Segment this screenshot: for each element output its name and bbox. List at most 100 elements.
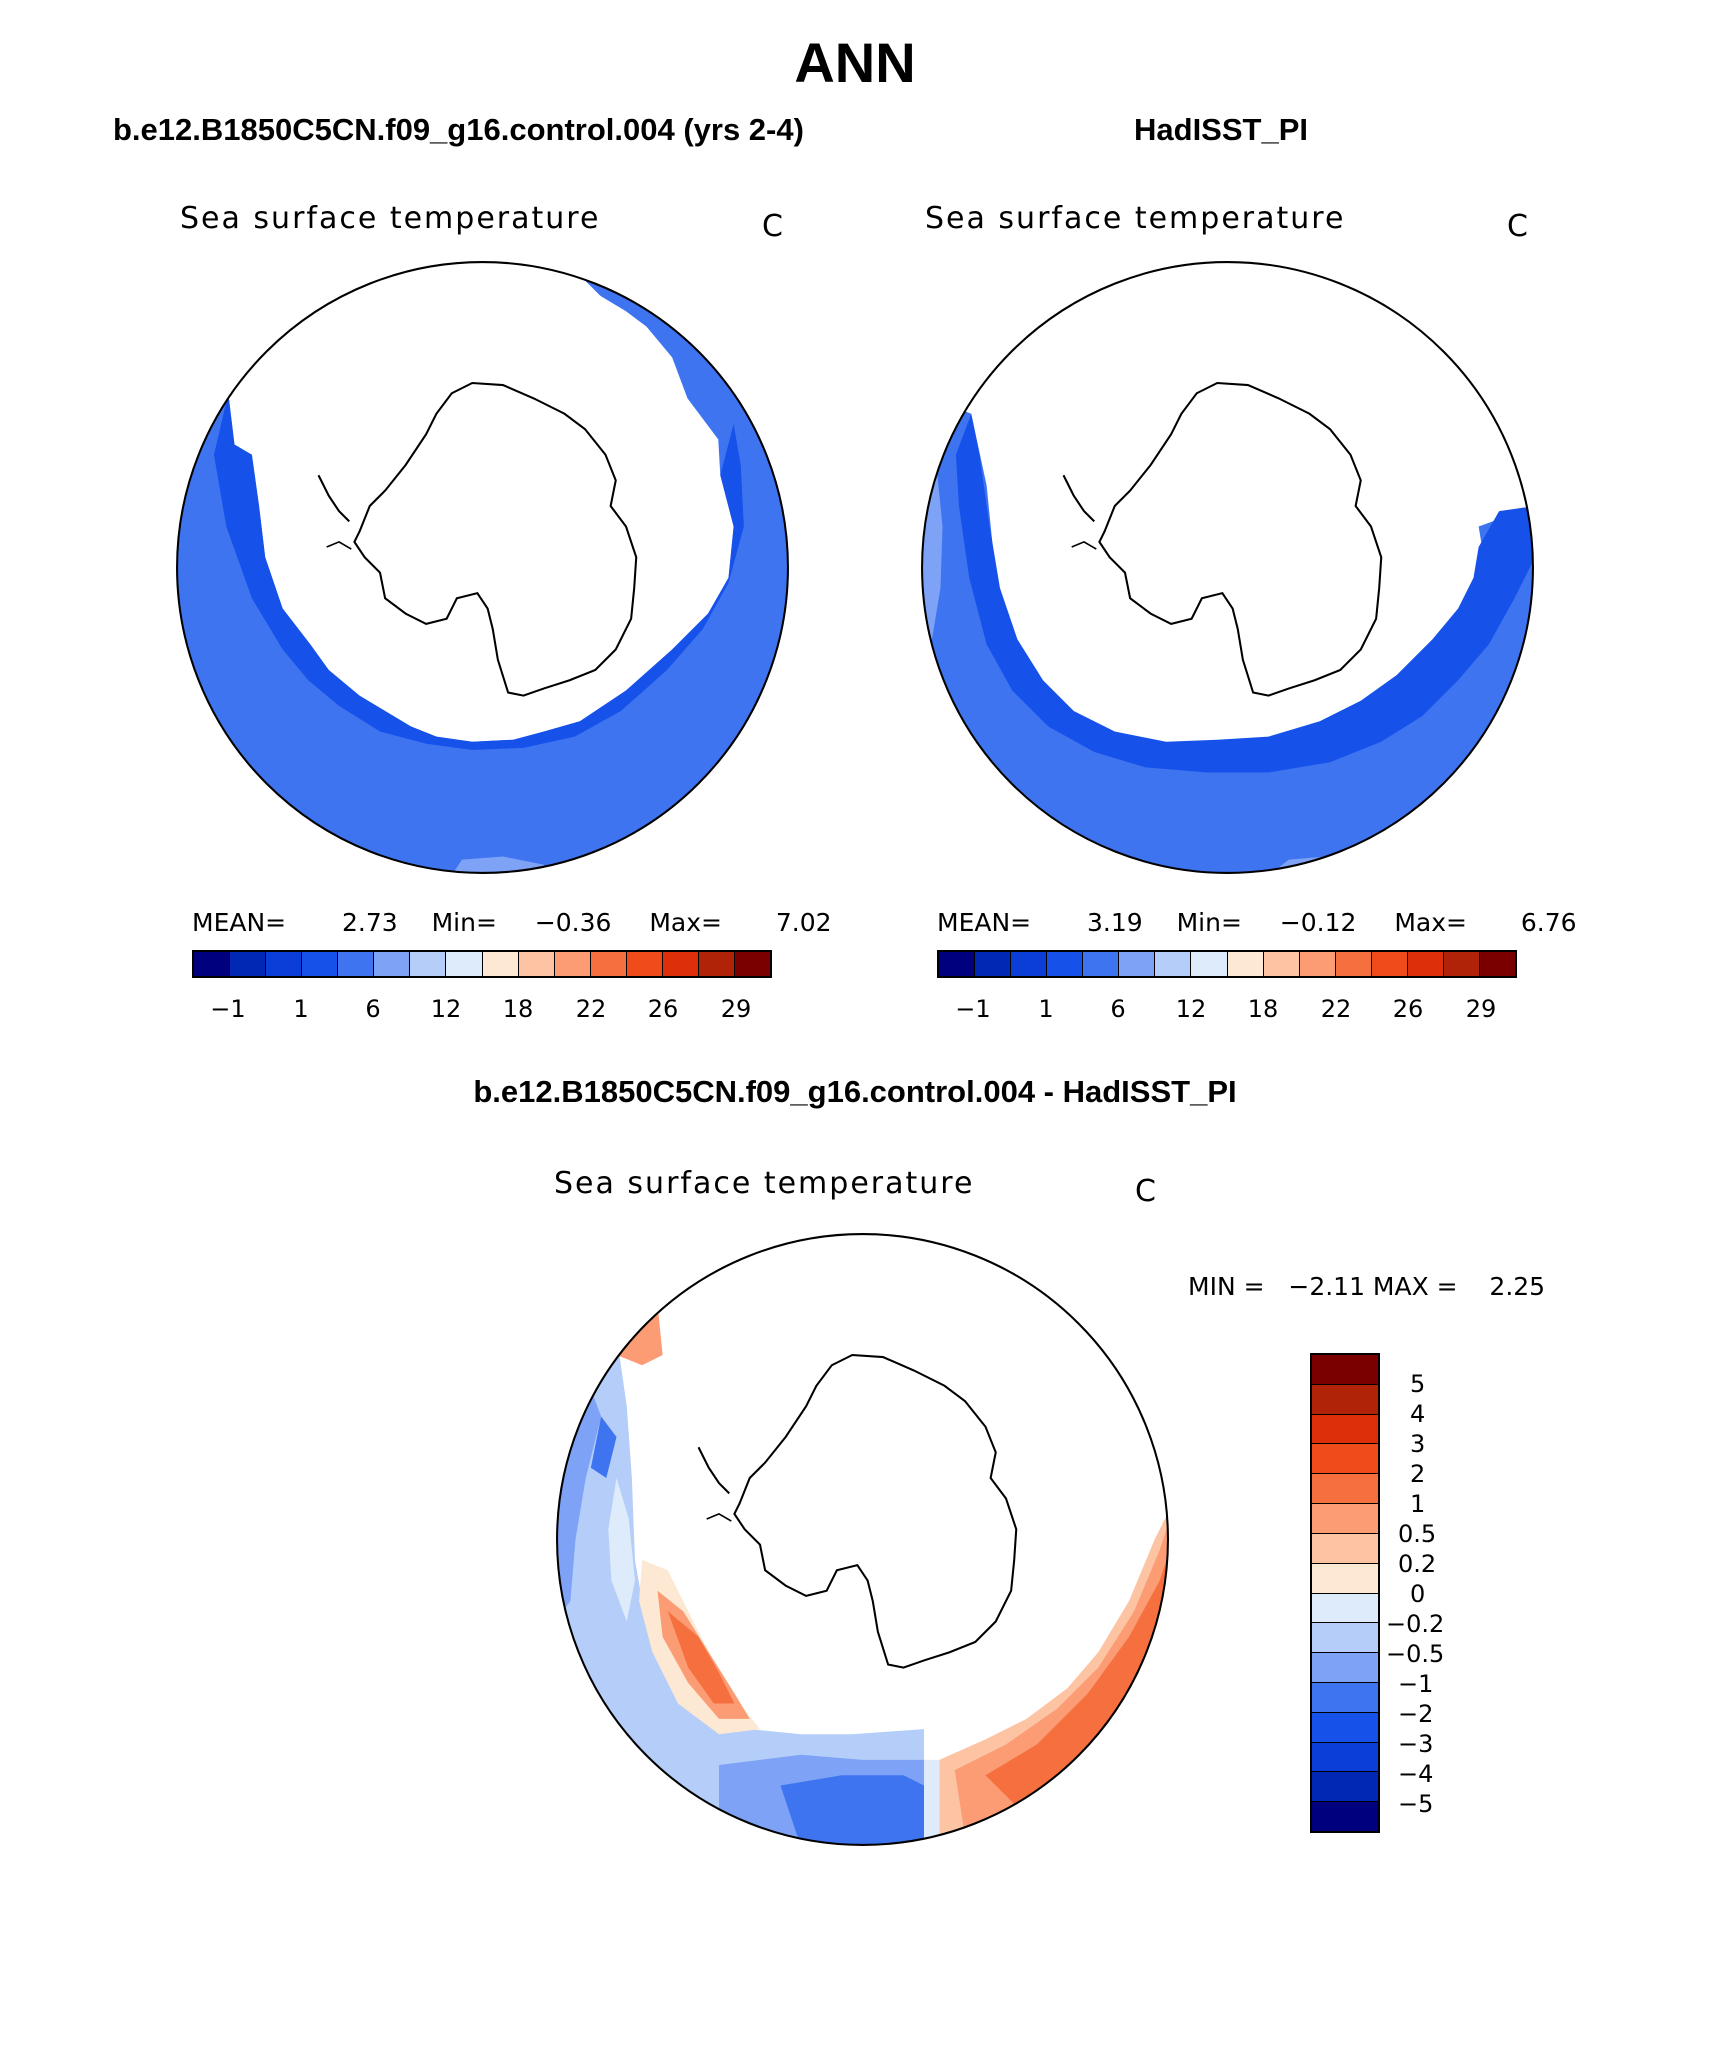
left-max-label: Max= — [649, 908, 722, 937]
diff-tick-label: −4 — [1398, 1760, 1434, 1788]
left-case-title: b.e12.B1850C5CN.f09_g16.control.004 (yrs… — [113, 112, 804, 147]
colorbar-swatch — [1299, 952, 1336, 976]
colorbar-swatch — [1335, 952, 1372, 976]
diff-tick-label: 0.5 — [1398, 1520, 1437, 1548]
diff-tick-label: −2 — [1398, 1700, 1434, 1728]
colorbar-swatch — [662, 952, 699, 976]
colorbar-swatch — [410, 952, 447, 976]
diff-tick-label: −0.2 — [1386, 1610, 1445, 1638]
diff-tick-label: 5 — [1410, 1370, 1426, 1398]
diff-colorbar — [1310, 1353, 1380, 1833]
right-colorbar — [937, 950, 1517, 978]
right-panel-variable: Sea surface temperature — [925, 201, 1346, 236]
colorbar-swatch — [338, 952, 375, 976]
colorbar-swatch — [266, 952, 303, 976]
colorbar-swatch — [1312, 1653, 1378, 1683]
left-tick-label: 12 — [430, 995, 462, 1023]
right-stats: MEAN= 3.19 Min= −0.12 Max= 6.76 — [937, 908, 1577, 937]
colorbar-swatch — [1263, 952, 1300, 976]
colorbar-swatch — [1083, 952, 1120, 976]
left-colorbar-ticks: −1 1 6 12 18 22 26 29 — [192, 995, 772, 1025]
right-case-title: HadISST_PI — [1134, 112, 1308, 147]
colorbar-swatch — [1371, 952, 1408, 976]
diff-tick-label: −0.5 — [1386, 1640, 1445, 1668]
left-tick-label: 22 — [575, 995, 607, 1023]
right-tick-label: 29 — [1465, 995, 1497, 1023]
right-tick-label: −1 — [955, 995, 991, 1023]
left-max-value: 7.02 — [775, 908, 832, 937]
colorbar-swatch — [1047, 952, 1084, 976]
colorbar-swatch — [230, 952, 267, 976]
right-min-label: Min= — [1176, 908, 1242, 937]
diff-tick-label: 0.2 — [1398, 1550, 1437, 1578]
colorbar-swatch — [1312, 1742, 1378, 1773]
colorbar-swatch — [1312, 1802, 1378, 1831]
colorbar-swatch — [446, 952, 483, 976]
colorbar-swatch — [1312, 1682, 1378, 1713]
diff-tick-label: −1 — [1398, 1670, 1434, 1698]
diff-tick-label: 3 — [1410, 1430, 1426, 1458]
left-tick-label: 26 — [647, 995, 679, 1023]
colorbar-swatch — [518, 952, 555, 976]
left-tick-label: 18 — [502, 995, 534, 1023]
right-min-value: −0.12 — [1279, 908, 1357, 937]
colorbar-swatch — [482, 952, 519, 976]
colorbar-swatch — [1312, 1593, 1378, 1624]
colorbar-swatch — [590, 952, 627, 976]
right-colorbar-ticks: −1 1 6 12 18 22 26 29 — [937, 995, 1517, 1025]
colorbar-swatch — [1119, 952, 1156, 976]
diff-tick-label: 0 — [1410, 1580, 1426, 1608]
left-tick-label: 6 — [365, 995, 381, 1023]
diff-tick-label: 4 — [1410, 1400, 1426, 1428]
colorbar-swatch — [1312, 1533, 1378, 1564]
colorbar-swatch — [302, 952, 339, 976]
left-panel-variable: Sea surface temperature — [180, 201, 601, 236]
colorbar-swatch — [554, 952, 591, 976]
right-max-value: 6.76 — [1520, 908, 1577, 937]
figure-title: ANN — [794, 31, 916, 94]
right-tick-label: 26 — [1392, 995, 1424, 1023]
colorbar-swatch — [1312, 1355, 1378, 1385]
left-tick-label: 1 — [293, 995, 309, 1023]
right-tick-label: 18 — [1247, 995, 1279, 1023]
diff-panel-variable: Sea surface temperature — [554, 1166, 975, 1201]
colorbar-swatch — [939, 952, 976, 976]
right-tick-label: 22 — [1320, 995, 1352, 1023]
diff-tick-label: 1 — [1410, 1490, 1426, 1518]
right-mean-label: MEAN= — [937, 908, 1032, 937]
colorbar-swatch — [1155, 952, 1192, 976]
colorbar-swatch — [374, 952, 411, 976]
colorbar-swatch — [1011, 952, 1048, 976]
left-colorbar — [192, 950, 772, 978]
colorbar-swatch — [1312, 1623, 1378, 1654]
left-panel-units: C — [762, 209, 785, 244]
colorbar-swatch — [698, 952, 735, 976]
colorbar-swatch — [975, 952, 1012, 976]
left-tick-label: −1 — [210, 995, 246, 1023]
colorbar-swatch — [194, 952, 231, 976]
colorbar-swatch — [1312, 1563, 1378, 1594]
diff-tick-label: −3 — [1398, 1730, 1434, 1758]
colorbar-swatch — [1312, 1384, 1378, 1415]
diff-stats: MIN = −2.11 MAX = 2.25 — [1188, 1272, 1546, 1301]
diff-colorbar-ticks: 5 4 3 2 1 0.5 0.2 0 −0.2 −0.5 −1 −2 −3 −… — [1386, 1353, 1490, 1833]
left-mean-label: MEAN= — [192, 908, 287, 937]
colorbar-swatch — [1479, 952, 1515, 976]
colorbar-swatch — [1312, 1444, 1378, 1475]
right-sst-map — [921, 261, 1534, 874]
left-tick-label: 29 — [720, 995, 752, 1023]
colorbar-swatch — [1191, 952, 1228, 976]
colorbar-swatch — [1312, 1414, 1378, 1445]
diff-case-title: b.e12.B1850C5CN.f09_g16.control.004 - Ha… — [473, 1074, 1237, 1109]
right-tick-label: 1 — [1038, 995, 1054, 1023]
colorbar-swatch — [1312, 1712, 1378, 1743]
colorbar-swatch — [1407, 952, 1444, 976]
colorbar-swatch — [1312, 1504, 1378, 1534]
colorbar-swatch — [734, 952, 770, 976]
colorbar-swatch — [1443, 952, 1480, 976]
left-min-value: −0.36 — [534, 908, 612, 937]
diff-tick-label: 2 — [1410, 1460, 1426, 1488]
colorbar-swatch — [1227, 952, 1264, 976]
right-mean-value: 3.19 — [1087, 908, 1143, 937]
colorbar-swatch — [626, 952, 663, 976]
